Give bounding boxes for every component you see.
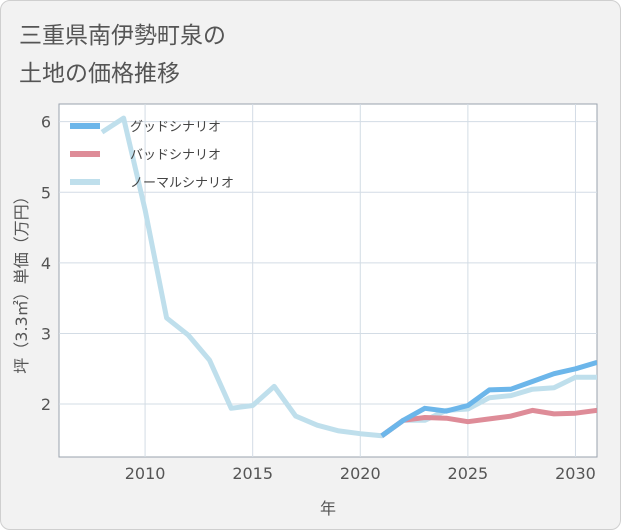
x-tick-label: 2030 <box>555 464 596 483</box>
x-tick-label: 2020 <box>340 464 381 483</box>
x-tick-label: 2015 <box>232 464 273 483</box>
legend-item-normal[interactable]: ノーマルシナリオ <box>70 176 234 191</box>
legend-item-good[interactable]: グッドシナリオ <box>70 120 221 135</box>
y-tick-label: 5 <box>41 183 51 202</box>
legend-label-normal: ノーマルシナリオ <box>130 176 234 191</box>
series-line-good <box>380 360 597 438</box>
series-line-bad <box>380 407 597 438</box>
legend-item-bad[interactable]: バッドシナリオ <box>70 148 221 163</box>
series-line-normal <box>100 115 597 439</box>
y-tick-label: 6 <box>41 113 51 132</box>
grid-lines <box>59 104 597 457</box>
x-tick-labels: 2010 2015 2020 2025 2030 <box>125 464 596 483</box>
y-tick-label: 3 <box>41 324 51 343</box>
legend-label-good: グッドシナリオ <box>130 120 221 135</box>
x-axis-label: 年 <box>320 499 336 518</box>
y-tick-label: 2 <box>41 395 51 414</box>
x-tick-label: 2025 <box>448 464 489 483</box>
series-lines <box>100 115 597 439</box>
y-tick-labels: 2 3 4 5 6 <box>41 113 51 414</box>
chart-title: 三重県南伊勢町泉の 土地の価格推移 <box>19 23 226 87</box>
y-tick-label: 4 <box>41 254 51 273</box>
x-tick-label: 2010 <box>125 464 166 483</box>
y-axis-label: 坪（3.3㎡）単価（万円） <box>12 188 31 373</box>
legend-label-bad: バッドシナリオ <box>130 148 221 163</box>
